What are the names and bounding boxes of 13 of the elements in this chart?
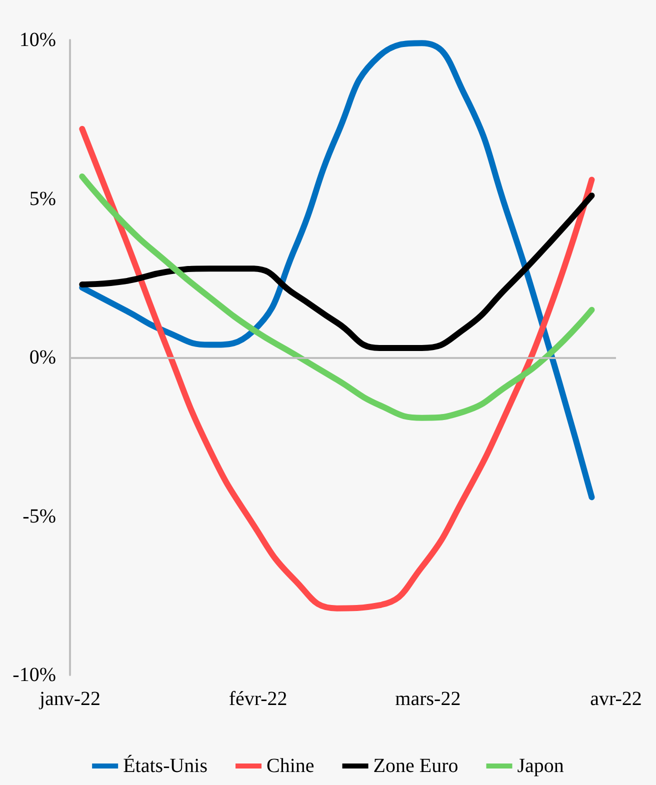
- legend-label: Zone Euro: [373, 755, 458, 777]
- y-tick-label: 5%: [29, 188, 56, 210]
- legend-label: Japon: [517, 755, 564, 777]
- y-tick-label: 10%: [19, 29, 56, 51]
- x-tick-label: mars-22: [395, 688, 461, 710]
- y-tick-label: -10%: [12, 664, 56, 686]
- x-tick-label: avr-22: [590, 688, 642, 710]
- y-tick-label: -5%: [22, 505, 56, 528]
- legend-label: États-Unis: [123, 754, 208, 777]
- x-tick-label: janv-22: [38, 688, 101, 710]
- legend-label: Chine: [266, 755, 314, 777]
- x-tick-label: févr-22: [228, 688, 288, 710]
- y-tick-label: 0%: [29, 346, 56, 368]
